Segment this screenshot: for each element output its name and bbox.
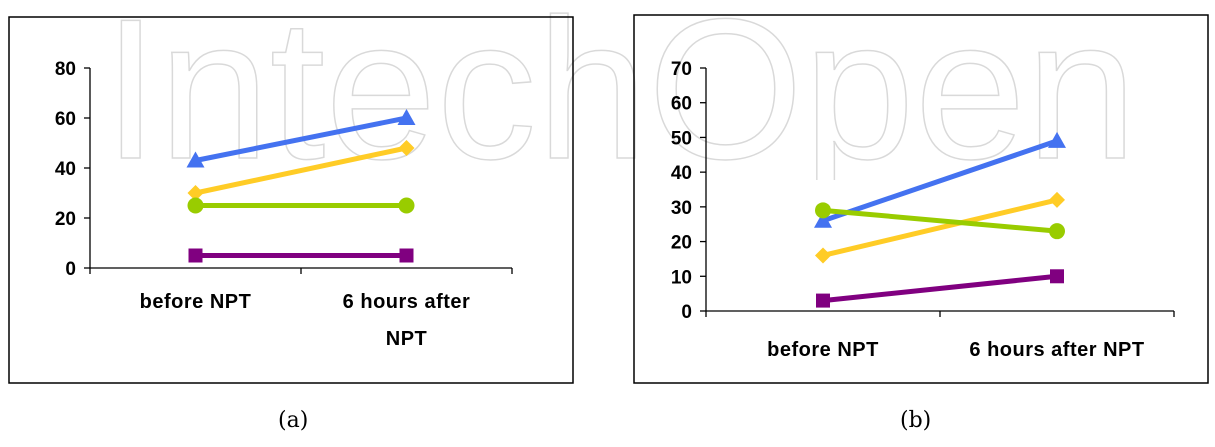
y-tick-label: 80 (55, 59, 76, 80)
y-tick-label: 60 (671, 94, 692, 115)
data-point-circle (398, 197, 415, 214)
data-point-square (399, 248, 414, 263)
watermark-text: IntechOpen (103, 0, 1137, 180)
chart-a: 0 20 40 60 80 before NPT 6 hours after NPT (8, 16, 574, 384)
series-line-0 (195, 115, 407, 163)
y-tick-label: 20 (671, 233, 692, 254)
x-category-label: 6 hours after (343, 291, 471, 313)
chart-frame (633, 14, 1209, 384)
series-line-3 (822, 273, 1058, 304)
y-tick-label: 0 (65, 259, 76, 280)
x-category-label: before NPT (140, 291, 252, 313)
y-tick-label: 40 (55, 159, 76, 180)
y-tick-label: 20 (55, 209, 76, 230)
chart-frame (8, 16, 574, 384)
x-category-label: before NPT (767, 339, 879, 361)
data-point-circle (815, 202, 831, 219)
data-point-square (816, 293, 830, 308)
y-tick-label: 10 (671, 267, 692, 288)
data-point-circle (187, 197, 204, 214)
data-point-diamond (398, 140, 415, 156)
y-tick-label: 40 (671, 163, 692, 184)
data-point-diamond (187, 185, 204, 201)
caption-a: (a) (278, 408, 309, 433)
data-point-triangle (1048, 131, 1066, 148)
y-tick-label: 60 (55, 109, 76, 130)
series-line-2 (822, 207, 1058, 234)
data-point-diamond (1049, 191, 1065, 208)
chart-b: 0 10 20 30 40 50 60 70 before NPT 6 hours after N… (633, 14, 1209, 384)
y-tick-label: 70 (671, 59, 692, 80)
caption-b: (b) (900, 408, 932, 433)
data-point-triangle (186, 151, 205, 168)
y-tick-label: 0 (681, 302, 692, 323)
x-category-label: 6 hours after NPT (969, 339, 1144, 361)
series-line-1 (822, 197, 1058, 258)
watermark: IntechOpen (102, 0, 1138, 180)
data-point-square (1050, 269, 1064, 284)
data-point-circle (1049, 223, 1065, 240)
y-tick-label: 30 (671, 198, 692, 219)
data-point-triangle (397, 109, 416, 125)
series-line-1 (194, 145, 408, 196)
data-point-diamond (815, 247, 831, 264)
data-point-triangle (814, 211, 832, 228)
x-category-label: NPT (386, 328, 428, 350)
data-point-square (188, 248, 203, 263)
series-line-0 (822, 138, 1058, 224)
y-tick-label: 50 (671, 128, 692, 149)
